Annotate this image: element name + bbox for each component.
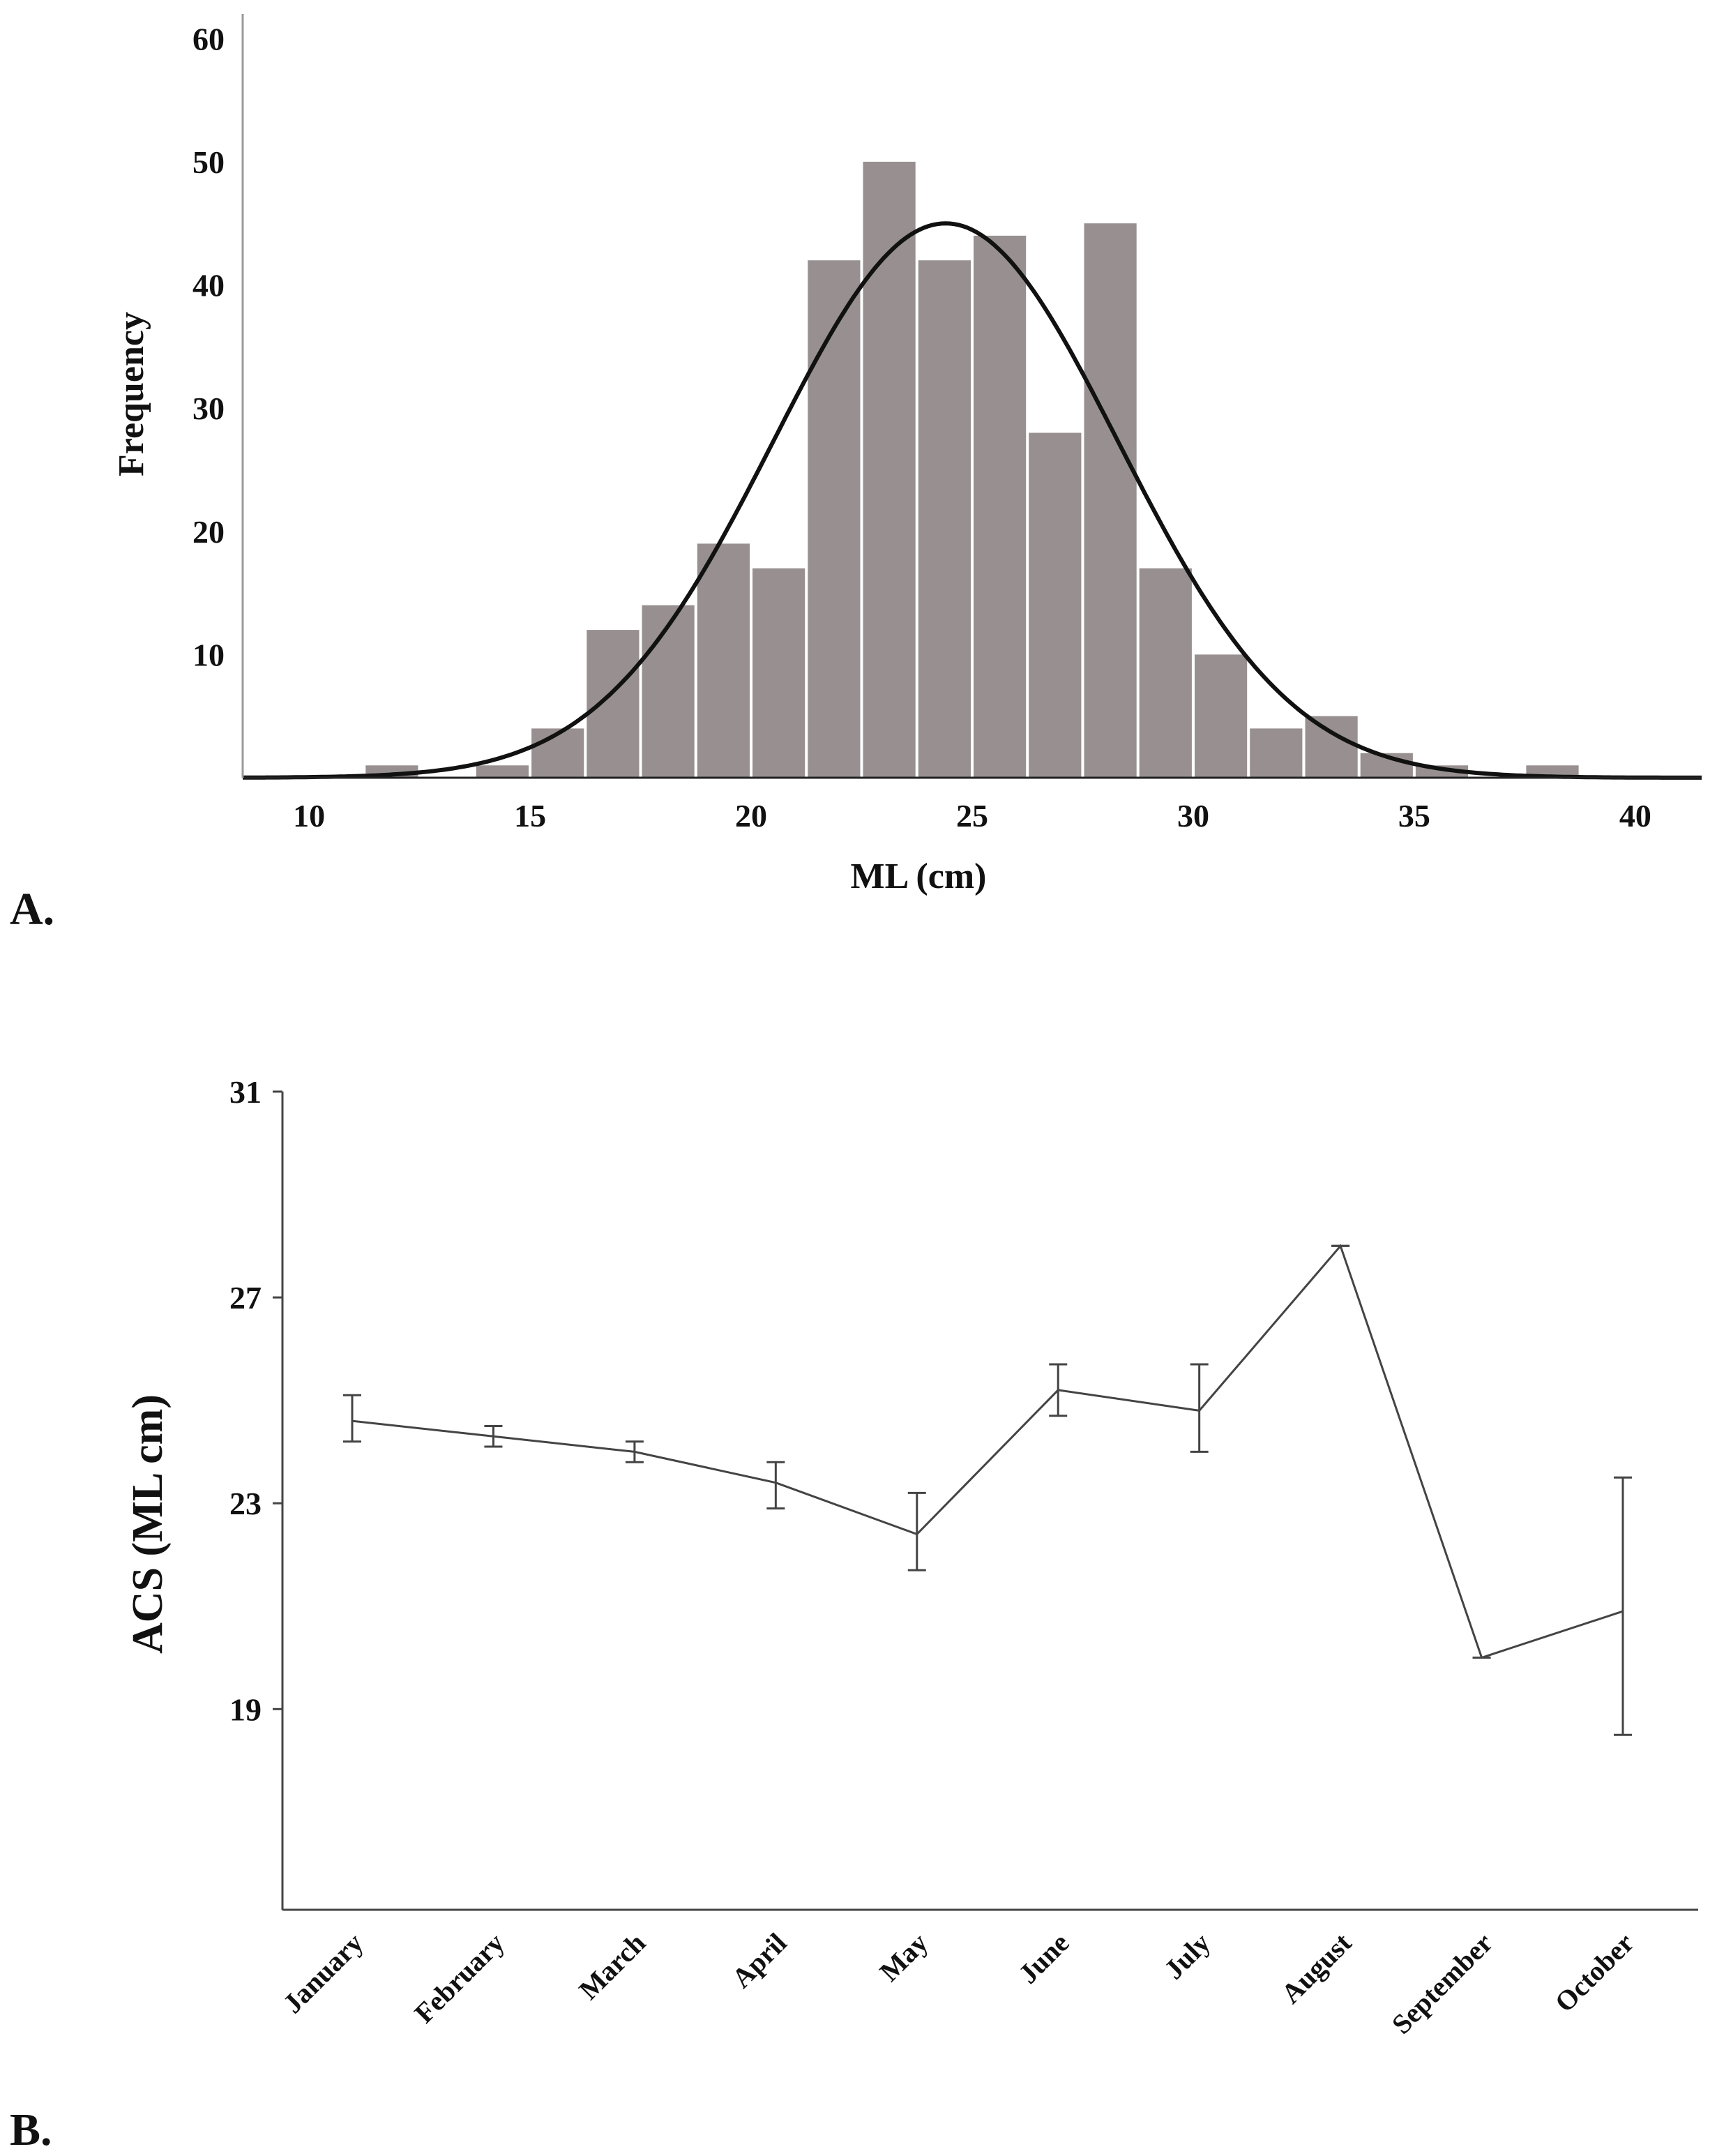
month-labels: January February March April May June July Augu… bbox=[277, 1927, 1640, 2040]
histogram-bar bbox=[918, 260, 971, 778]
line-chart-panel: 19 23 27 31 January February March April May Jun… bbox=[10, 1074, 1698, 2155]
histogram-bar bbox=[752, 568, 805, 778]
month-label: January bbox=[277, 1927, 369, 2019]
y-tick-label: 30 bbox=[192, 391, 225, 426]
x-tick-label: 20 bbox=[735, 798, 767, 834]
histogram-bar bbox=[1139, 568, 1192, 778]
month-label: June bbox=[1013, 1927, 1075, 1990]
x-tick-label: 40 bbox=[1619, 798, 1651, 834]
x-tick-label: 35 bbox=[1398, 798, 1430, 834]
y-tick-label: 31 bbox=[229, 1074, 262, 1110]
histogram-bar bbox=[974, 235, 1027, 778]
histogram-bar bbox=[587, 630, 640, 778]
y-tick-label: 10 bbox=[192, 637, 225, 672]
y-tick-label: 19 bbox=[229, 1691, 262, 1727]
month-label: August bbox=[1275, 1927, 1358, 2010]
y-tick-labels: 19 23 27 31 bbox=[229, 1074, 262, 1727]
x-tick-labels: 10 15 20 25 30 35 40 bbox=[293, 798, 1651, 834]
histogram-bar bbox=[642, 605, 695, 778]
panel-label-a: A. bbox=[10, 884, 54, 935]
x-tick-label: 25 bbox=[956, 798, 988, 834]
panel-label-b: B. bbox=[10, 2104, 52, 2155]
month-label: May bbox=[873, 1927, 934, 1988]
x-tick-label: 15 bbox=[514, 798, 546, 834]
x-tick-label: 30 bbox=[1177, 798, 1209, 834]
y-axis-title: Frequency bbox=[112, 312, 151, 476]
histogram-bar bbox=[1305, 716, 1358, 778]
y-tick-label: 60 bbox=[192, 21, 225, 56]
histogram-bar bbox=[1029, 432, 1082, 778]
y-tick-label: 27 bbox=[229, 1280, 262, 1316]
y-tick-label: 40 bbox=[192, 268, 225, 303]
normal-fit-curve bbox=[243, 221, 1702, 780]
month-label: March bbox=[573, 1927, 651, 2006]
month-label: July bbox=[1158, 1927, 1216, 1986]
y-tick-marks bbox=[273, 1090, 282, 1710]
y-tick-labels: 10 20 30 40 50 60 bbox=[192, 21, 225, 672]
month-label: October bbox=[1549, 1927, 1640, 2019]
error-bars bbox=[343, 1244, 1632, 1736]
histogram-bar bbox=[476, 765, 529, 778]
histogram-bars bbox=[365, 161, 1579, 778]
histogram-bar bbox=[531, 728, 584, 778]
y-tick-label: 50 bbox=[192, 144, 225, 180]
x-axis-title: ML (cm) bbox=[851, 857, 987, 896]
y-axis-title: ACS (ML cm) bbox=[124, 1394, 172, 1654]
histogram-bar bbox=[1250, 728, 1303, 778]
histogram-panel: 10 15 20 25 30 35 40 10 20 30 40 50 60 ML (cm) Freq… bbox=[10, 14, 1702, 935]
x-tick-label: 10 bbox=[293, 798, 325, 834]
histogram-bar bbox=[1195, 654, 1248, 778]
series-line bbox=[351, 1244, 1624, 1659]
month-label: February bbox=[408, 1927, 510, 2030]
month-label: April bbox=[725, 1927, 792, 1994]
histogram-bar bbox=[863, 161, 916, 778]
histogram-bar bbox=[808, 260, 861, 778]
y-tick-label: 23 bbox=[229, 1486, 262, 1521]
month-label: September bbox=[1386, 1927, 1499, 2040]
y-tick-label: 20 bbox=[192, 514, 225, 550]
histogram-bar bbox=[1084, 223, 1137, 778]
histogram-bar bbox=[697, 543, 750, 778]
